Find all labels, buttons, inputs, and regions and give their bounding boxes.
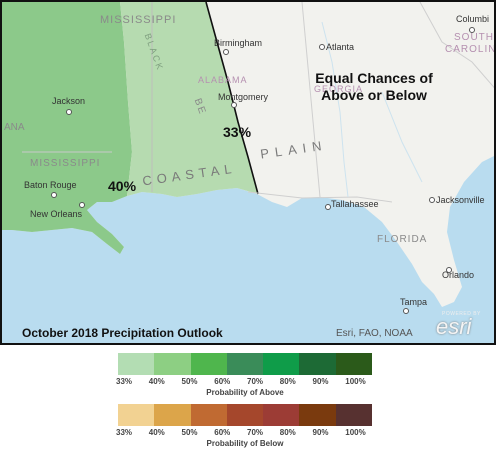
columbia-dot <box>469 27 475 33</box>
atlanta-label: Atlanta <box>326 42 355 52</box>
map-caption: October 2018 Precipitation Outlook <box>22 326 223 340</box>
pct-33-label: 33% <box>223 124 252 140</box>
legend-below-tick-2: 50% <box>181 428 198 437</box>
legend-above-tick-5: 80% <box>279 377 296 386</box>
tampa-label: Tampa <box>400 297 428 307</box>
tampa-dot <box>403 308 409 314</box>
mississippi-label: MISSISSIPPI <box>30 158 101 169</box>
legend-below-swatch-4 <box>263 404 300 426</box>
legend-below-bar <box>118 404 372 426</box>
baton-rouge-label: Baton Rouge <box>24 180 77 190</box>
equal-chances-label: Equal Chances of Above or Below <box>306 70 442 104</box>
legend-below-swatch-5 <box>299 404 336 426</box>
legend-above-swatch-2 <box>190 353 227 375</box>
montgomery-label: Montgomery <box>218 92 269 102</box>
legend-above-swatch-3 <box>226 353 264 375</box>
mississippi-top-label: MISSISSIPPI <box>100 14 177 26</box>
carolina-label: CAROLINA <box>445 44 496 55</box>
legend-below-tick-1: 40% <box>148 428 165 437</box>
baton-rouge-dot <box>51 192 57 198</box>
esri-logo-top: POWERED BY <box>442 311 481 317</box>
south-label: SOUTH <box>454 32 494 43</box>
legend-below-tick-6: 90% <box>312 428 329 437</box>
legend-above-bar <box>118 353 372 375</box>
zone-33-region <box>120 2 258 197</box>
alabama-label: ALABAMA <box>198 75 248 85</box>
map-canvas <box>2 2 494 314</box>
legend-below-tick-0: 33% <box>116 428 133 437</box>
legend-below-swatch-2 <box>190 404 227 426</box>
orlando-label: Orlando <box>442 270 475 280</box>
legend-above-tick-0: 33% <box>116 377 133 386</box>
legend-above-swatch-5 <box>299 353 336 375</box>
legend-above-title: Probability of Above <box>206 388 284 397</box>
equal-chances-line2: Above or Below <box>321 87 427 103</box>
legend-below-tick-7: 100% <box>345 428 366 437</box>
map-attribution: Esri, FAO, NOAA <box>336 328 413 339</box>
legend-above-tick-3: 60% <box>214 377 231 386</box>
legend-above-tick-6: 90% <box>312 377 329 386</box>
tallahassee-dot <box>325 204 331 210</box>
florida-label: FLORIDA <box>377 234 428 245</box>
atlanta-dot <box>319 44 325 50</box>
georgia-label: GEORGIA <box>314 84 364 94</box>
legend-above-tick-1: 40% <box>148 377 165 386</box>
legend-below-swatch-0 <box>118 404 155 426</box>
legend-below-ticks: 33% 40% 50% 60% 70% 80% 90% 100% <box>116 428 378 440</box>
louisiana-fragment-label: ANA <box>4 122 25 133</box>
esri-logo[interactable]: esri <box>436 314 472 339</box>
legend-below-swatch-3 <box>226 404 264 426</box>
legend-above-swatch-6 <box>335 353 372 375</box>
new-orleans-label: New Orleans <box>30 209 83 219</box>
legend-above-tick-4: 70% <box>247 377 264 386</box>
legend-below-tick-3: 60% <box>214 428 231 437</box>
legend-above-swatch-0 <box>118 353 155 375</box>
map-view[interactable]: MISSISSIPPI BLACK BE ALABAMA GEORGIA COA… <box>0 0 496 345</box>
tallahassee-label: Tallahassee <box>331 199 379 209</box>
jacksonville-dot <box>429 197 435 203</box>
legend-above-swatch-4 <box>263 353 300 375</box>
legend-above-tick-2: 50% <box>181 377 198 386</box>
birmingham-dot <box>223 49 229 55</box>
jackson-dot <box>66 109 72 115</box>
jackson-label: Jackson <box>52 96 86 106</box>
montgomery-dot <box>231 102 237 108</box>
columbia-label: Columbi <box>456 14 490 24</box>
jacksonville-label: Jacksonville <box>436 195 485 205</box>
zone-40-region <box>2 2 132 254</box>
pct-40-label: 40% <box>108 178 137 194</box>
legend-above-ticks: 33% 40% 50% 60% 70% 80% 90% 100% <box>116 377 378 389</box>
legend-above-tick-7: 100% <box>345 377 366 386</box>
legend-below-tick-5: 80% <box>279 428 296 437</box>
legend-above-swatch-1 <box>154 353 191 375</box>
legend-below-swatch-6 <box>335 404 372 426</box>
legend-below-tick-4: 70% <box>247 428 264 437</box>
legend-below-swatch-1 <box>154 404 191 426</box>
new-orleans-dot <box>79 202 85 208</box>
orlando-dot <box>446 267 452 273</box>
equal-chances-line1: Equal Chances of <box>315 70 433 86</box>
birmingham-label: Birmingham <box>214 38 263 48</box>
legend-below-title: Probability of Below <box>206 439 284 448</box>
